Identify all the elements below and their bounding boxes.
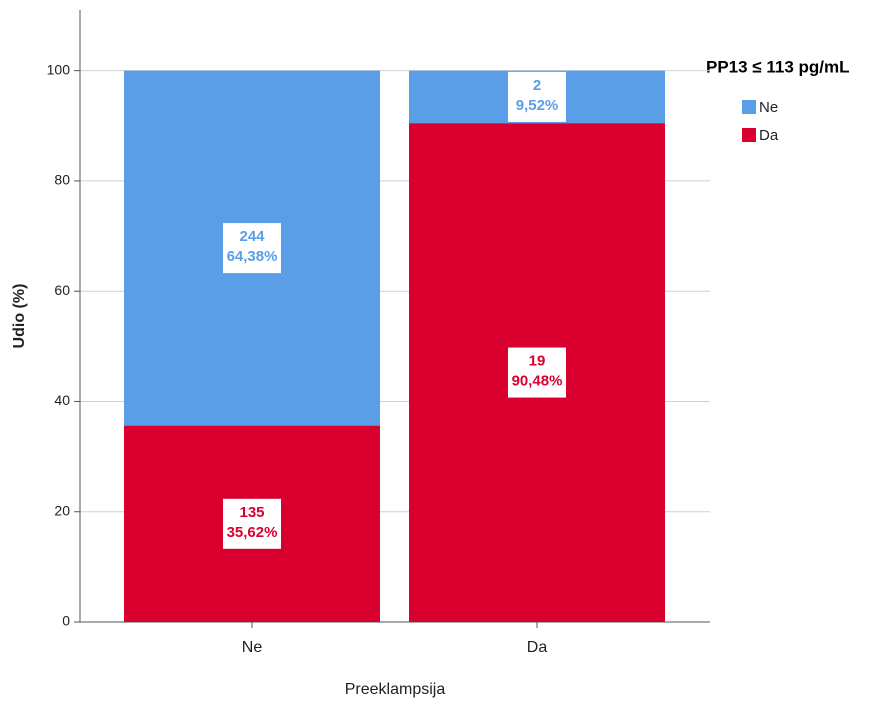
data-label-percent: 64,38% — [227, 248, 278, 265]
legend-swatch — [742, 100, 756, 114]
data-label-box — [223, 223, 281, 274]
y-tick-label: 20 — [54, 502, 70, 518]
data-label-count: 135 — [239, 504, 264, 521]
data-label-count: 244 — [239, 228, 265, 245]
data-label-percent: 90,48% — [512, 373, 563, 390]
legend-title: PP13 ≤ 113 pg/mL — [706, 57, 850, 76]
y-tick-label: 80 — [54, 172, 70, 188]
data-label-count: 2 — [533, 77, 541, 94]
legend-label: Da — [759, 127, 779, 144]
y-tick-label: 60 — [54, 282, 70, 298]
data-label-count: 19 — [529, 353, 546, 370]
y-tick-label: 0 — [62, 613, 70, 629]
x-tick-label: Da — [527, 639, 548, 656]
data-label-percent: 35,62% — [227, 524, 278, 541]
data-label-box — [508, 71, 566, 122]
data-label-box — [508, 347, 566, 398]
x-axis-title: Preeklampsija — [345, 681, 446, 698]
y-tick-label: 100 — [47, 61, 71, 77]
data-label-percent: 9,52% — [516, 97, 559, 114]
data-label-box — [223, 498, 281, 549]
x-tick-label: Ne — [242, 639, 263, 656]
y-tick-label: 40 — [54, 392, 70, 408]
legend-label: Ne — [759, 99, 778, 116]
y-axis-title: Udio (%) — [11, 284, 28, 349]
legend-swatch — [742, 128, 756, 142]
